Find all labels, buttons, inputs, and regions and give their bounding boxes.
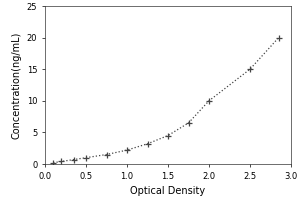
Y-axis label: Concentration(ng/mL): Concentration(ng/mL) (11, 31, 21, 139)
X-axis label: Optical Density: Optical Density (130, 186, 206, 196)
